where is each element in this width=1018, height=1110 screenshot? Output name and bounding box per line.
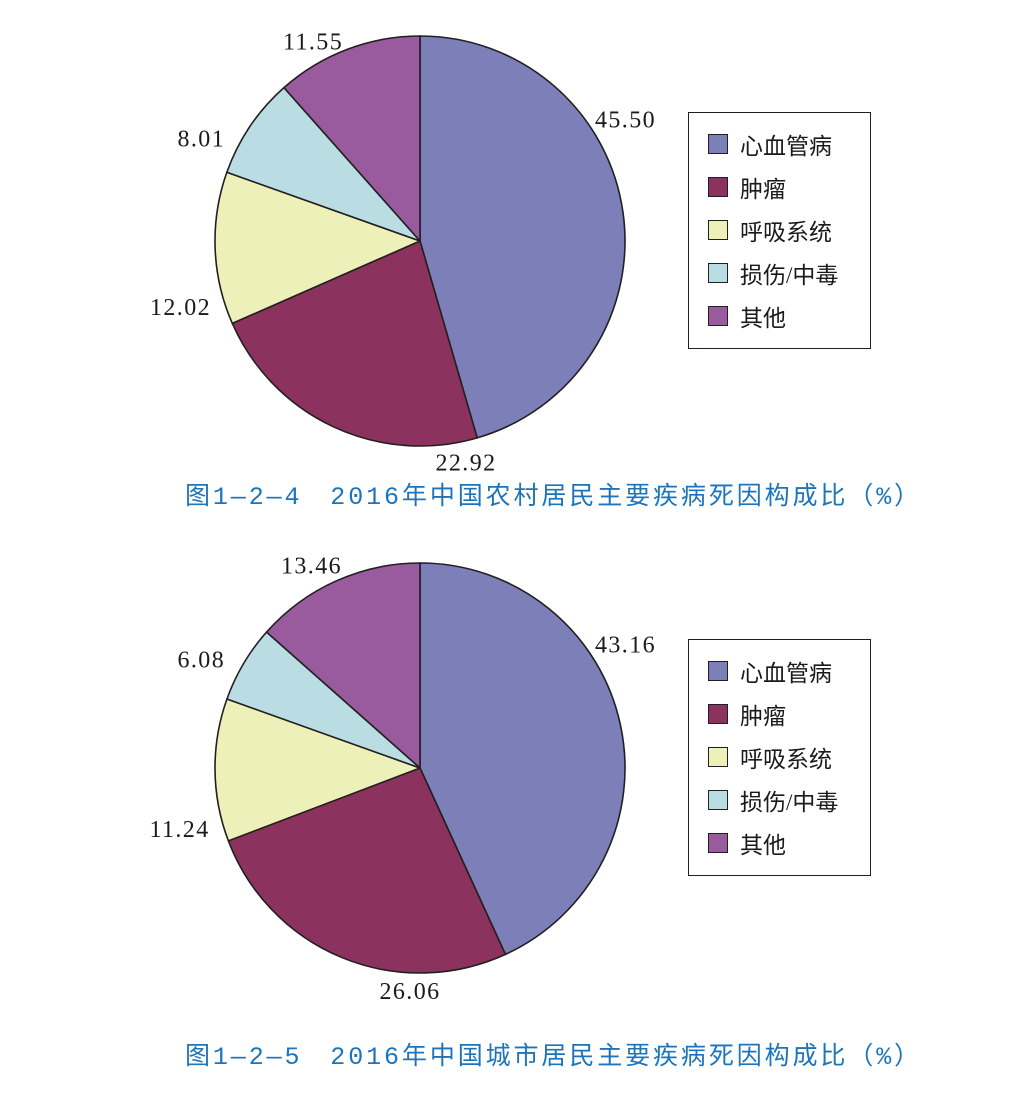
svg-text:45.50: 45.50 [595, 108, 656, 134]
svg-text:11.24: 11.24 [150, 817, 210, 843]
svg-text:43.16: 43.16 [595, 633, 656, 659]
svg-text:11.55: 11.55 [283, 30, 343, 56]
svg-text:26.06: 26.06 [380, 979, 441, 1005]
svg-text:6.08: 6.08 [178, 648, 226, 674]
svg-text:图1—2—4 2016年中国农村居民主要疾病死因构成比（%）: 图1—2—4 2016年中国农村居民主要疾病死因构成比（%） [185, 482, 922, 512]
svg-text:12.02: 12.02 [150, 295, 211, 321]
svg-text:图1—2—5 2016年中国城市居民主要疾病死因构成比（%）: 图1—2—5 2016年中国城市居民主要疾病死因构成比（%） [185, 1042, 922, 1072]
svg-text:22.92: 22.92 [436, 451, 497, 477]
svg-text:8.01: 8.01 [178, 127, 226, 153]
svg-text:13.46: 13.46 [281, 554, 342, 580]
